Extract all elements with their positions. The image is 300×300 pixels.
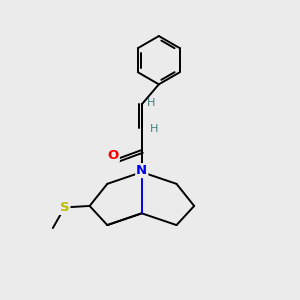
Text: H: H <box>150 124 158 134</box>
Text: H: H <box>147 98 155 108</box>
Text: S: S <box>60 201 69 214</box>
Text: N: N <box>136 164 147 177</box>
Text: O: O <box>108 149 119 162</box>
